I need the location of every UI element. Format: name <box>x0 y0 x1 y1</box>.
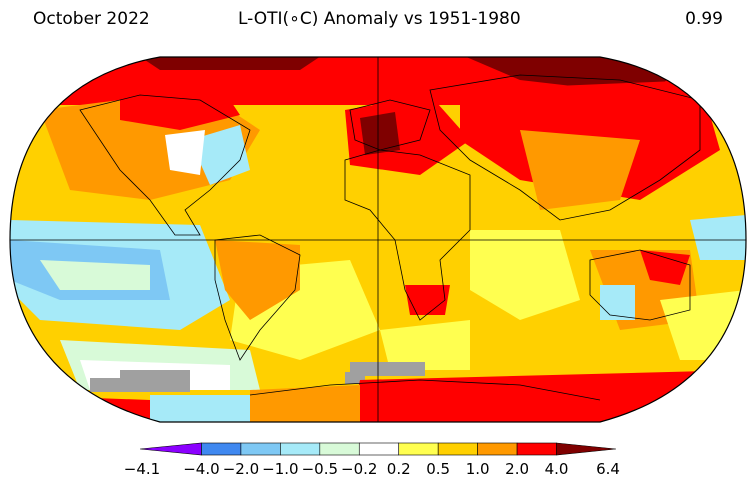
map-title: L-OTI(∘C) Anomaly vs 1951-1980 <box>238 9 521 29</box>
colorbar-swatch <box>358 442 400 456</box>
colorbar-swatch <box>477 442 518 456</box>
global-mean-value: 0.99 <box>685 9 723 29</box>
colorbar-swatch <box>201 442 242 456</box>
colorbar-tick-label: 6.4 <box>596 460 620 478</box>
colorbar-tick-label: −1.0 <box>262 460 298 478</box>
colorbar-swatch <box>280 442 321 456</box>
date-label: October 2022 <box>33 9 150 29</box>
colorbar-tick-label: −4.1 <box>124 460 160 478</box>
colorbar-tick-label: 4.0 <box>545 460 569 478</box>
colorbar-swatch <box>319 442 360 456</box>
colorbar-swatch <box>437 442 478 456</box>
anomaly-field <box>10 57 746 422</box>
anomaly-map <box>9 56 747 423</box>
colorbar-tick-label: −0.5 <box>302 460 338 478</box>
colorbar-swatch <box>516 442 557 456</box>
colorbar-tick-label: −0.2 <box>341 460 377 478</box>
colorbar-swatch <box>556 442 617 456</box>
colorbar-swatch <box>398 442 439 456</box>
missing-data-patch <box>90 378 190 392</box>
colorbar-tick-label: −2.0 <box>223 460 259 478</box>
map-border <box>9 56 747 423</box>
colorbar-tick-label: 0.2 <box>387 460 411 478</box>
colorbar-tick-label: 1.0 <box>466 460 490 478</box>
colorbar-tick-label: 2.0 <box>505 460 529 478</box>
colorbar-swatch <box>240 442 281 456</box>
coastlines <box>79 74 701 401</box>
colorbar-swatch <box>139 442 202 456</box>
colorbar-tick-label: 0.5 <box>426 460 450 478</box>
colorbar-tick-label: −4.0 <box>183 460 219 478</box>
